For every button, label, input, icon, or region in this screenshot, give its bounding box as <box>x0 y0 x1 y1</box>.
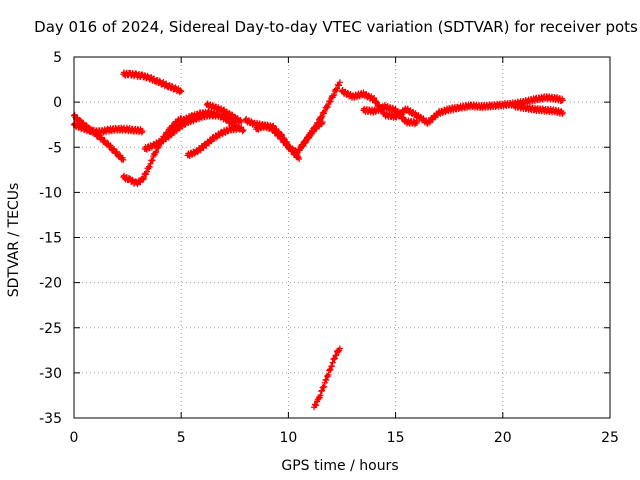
data-point <box>289 146 296 153</box>
data-point <box>329 359 336 366</box>
series-arc-11 <box>298 79 343 151</box>
data-point <box>146 164 153 171</box>
series-arc-12 <box>311 345 343 411</box>
data-point <box>177 87 184 94</box>
data-point <box>325 371 332 378</box>
data-point <box>195 112 202 119</box>
data-point <box>302 139 309 146</box>
data-point <box>324 103 331 110</box>
y-tick-label: -20 <box>39 276 62 292</box>
y-tick-label: 0 <box>53 95 62 111</box>
data-point <box>333 85 340 92</box>
x-tick-label: 0 <box>70 430 79 446</box>
data-point <box>236 125 243 132</box>
data-point <box>153 148 160 155</box>
x-tick-label: 15 <box>387 430 405 446</box>
data-point <box>313 402 320 409</box>
data-point <box>336 82 343 89</box>
data-point <box>559 109 566 116</box>
series-arc-15 <box>456 93 566 112</box>
data-point <box>314 120 321 127</box>
data-point <box>312 125 319 132</box>
data-point <box>283 139 290 146</box>
data-point <box>319 118 326 125</box>
data-point <box>303 138 310 145</box>
data-point <box>336 345 343 352</box>
data-point <box>414 119 421 126</box>
y-tick-label: -15 <box>39 231 62 247</box>
series-arc-2 <box>71 120 146 137</box>
y-tick-label: -25 <box>39 321 62 337</box>
x-tick-label: 10 <box>279 430 297 446</box>
data-point <box>300 142 307 149</box>
data-point <box>328 363 335 370</box>
data-point <box>143 168 150 175</box>
data-point <box>371 95 378 102</box>
data-point <box>318 113 325 120</box>
x-tick-label: 5 <box>177 430 186 446</box>
data-point <box>296 147 303 154</box>
x-tick-label: 25 <box>601 430 619 446</box>
data-point <box>101 137 108 144</box>
data-point <box>331 91 338 98</box>
data-point <box>113 148 120 155</box>
y-tick-label: 5 <box>53 50 62 66</box>
data-point <box>147 160 154 167</box>
data-point <box>239 128 246 135</box>
y-axis-label: SDTVAR / TECUs <box>6 183 22 298</box>
data-point <box>331 355 338 362</box>
y-tick-label: -10 <box>39 185 62 201</box>
data-point <box>559 110 566 117</box>
data-point <box>238 118 245 125</box>
data-points-layer <box>71 69 566 411</box>
data-point <box>308 130 315 137</box>
data-point <box>333 352 340 359</box>
data-point <box>330 92 337 99</box>
series-arc-1 <box>71 111 127 163</box>
data-point <box>331 356 338 363</box>
data-point <box>321 383 328 390</box>
y-tick-label: -5 <box>48 140 62 156</box>
data-point <box>139 128 146 135</box>
x-axis-label: GPS time / hours <box>281 458 398 474</box>
series-arc-10 <box>253 121 303 162</box>
data-point <box>327 366 334 373</box>
series-arc-6 <box>184 123 243 159</box>
series-arc-13 <box>339 87 463 127</box>
data-point <box>278 132 285 139</box>
data-point <box>317 392 324 399</box>
data-point <box>278 131 285 138</box>
series-arc-16 <box>510 101 566 117</box>
ticks-layer: 0 5 10 15 20 25 5 0 -5 -10 -15 -20 -25 -30 -35 <box>39 50 619 446</box>
data-point <box>141 175 148 182</box>
y-tick-label: -30 <box>39 366 62 382</box>
data-point <box>318 387 325 394</box>
data-point <box>315 120 322 127</box>
data-point <box>559 97 566 104</box>
data-point <box>149 157 156 164</box>
data-point <box>178 88 185 95</box>
y-tick-label: -35 <box>39 411 62 427</box>
x-tick-label: 20 <box>494 430 512 446</box>
series-arc-14 <box>360 102 421 128</box>
data-point <box>240 127 247 134</box>
series-arc-8 <box>203 100 245 126</box>
data-point <box>137 179 144 186</box>
chart-title: Day 016 of 2024, Sidereal Day-to-day VTE… <box>34 18 638 36</box>
data-point <box>296 155 303 162</box>
data-point <box>336 79 343 86</box>
data-point <box>323 377 330 384</box>
data-point <box>327 98 334 105</box>
data-point <box>318 115 325 122</box>
data-point <box>120 156 127 163</box>
series-arc-7 <box>120 69 185 96</box>
